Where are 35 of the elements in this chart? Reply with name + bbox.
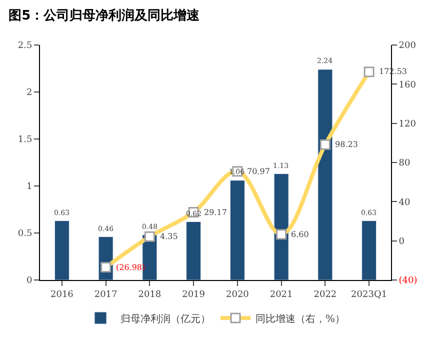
y2-tick-label: 160 xyxy=(398,80,416,90)
bar xyxy=(54,220,70,280)
y-tick-label: 0.5 xyxy=(18,229,32,240)
x-tick-label: 2020 xyxy=(226,290,250,300)
y-tick-label: 2 xyxy=(26,88,32,98)
y2-tick-label: (40) xyxy=(398,276,418,286)
x-tick-label: 2017 xyxy=(94,290,118,300)
x-tick-label: 2016 xyxy=(50,290,74,300)
bar xyxy=(186,221,202,280)
y2-tick-label: 120 xyxy=(398,119,416,130)
bar xyxy=(362,220,377,280)
y-tick-label: 1 xyxy=(26,182,32,192)
data-label: 98.23 xyxy=(335,140,358,149)
data-label: 29.17 xyxy=(204,208,227,217)
x-tick-label: 2023Q1 xyxy=(351,290,388,300)
y2-tick-label: 40 xyxy=(398,198,411,208)
y2-tick-label: 0 xyxy=(398,236,405,247)
y-tick-label: 2.5 xyxy=(18,41,32,52)
y-tick-label: 0 xyxy=(26,276,32,286)
x-tick-label: 2021 xyxy=(270,290,293,300)
data-label: 70.97 xyxy=(247,167,270,176)
y-tick-label: 1.5 xyxy=(18,135,32,146)
y2-tick-label: 80 xyxy=(398,158,411,169)
bar xyxy=(230,180,245,280)
legend-label: 归母净利润（亿元） xyxy=(120,312,210,325)
bar xyxy=(274,174,289,280)
x-tick-label: 2018 xyxy=(138,290,162,300)
data-label: 6.60 xyxy=(291,230,309,239)
legend-label: 同比增速（右，%） xyxy=(256,312,346,325)
chart-title: 图5：公司归母净利润及同比增速 xyxy=(8,7,201,24)
x-tick-label: 2019 xyxy=(182,290,206,300)
data-label: 4.35 xyxy=(160,232,178,241)
x-tick-label: 2022 xyxy=(314,290,337,300)
y2-tick-label: 200 xyxy=(398,41,416,52)
bar xyxy=(318,69,333,280)
